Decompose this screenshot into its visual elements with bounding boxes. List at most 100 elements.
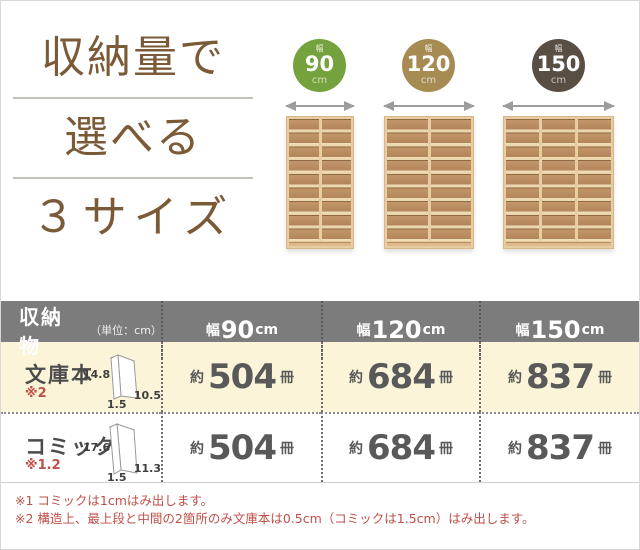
shelf-column xyxy=(542,119,575,241)
header-width-value: 90 xyxy=(220,316,255,344)
badge-width-label: 幅 xyxy=(315,44,324,53)
badge-unit: cm xyxy=(550,75,567,86)
shelf-column xyxy=(387,119,428,241)
header-unit-note: （単位：cm） xyxy=(90,324,162,337)
item-note: ※1.2 xyxy=(25,458,61,473)
table-row-comic: コミック ※1.2 17.6 11.3 1.5 約 xyxy=(1,412,639,484)
capacity-value: 684 xyxy=(367,357,436,397)
table-row-bunkobon: 文庫本 ※2 14.8 10.5 1.5 約 xyxy=(1,342,639,412)
shelf-base xyxy=(506,242,611,246)
capacity-cell-120: 約 684 冊 xyxy=(321,342,479,412)
dim-height: 17.6 xyxy=(83,441,111,454)
capacity-value: 684 xyxy=(367,428,436,468)
unit-label: 冊 xyxy=(279,441,294,457)
unit-label: 冊 xyxy=(438,441,453,457)
unit-label: 冊 xyxy=(597,370,612,386)
approx-label: 約 xyxy=(508,441,522,457)
book-diagram-comic: 17.6 11.3 1.5 xyxy=(83,417,161,484)
approx-label: 約 xyxy=(508,370,522,386)
headline-line-3: ３サイズ xyxy=(31,192,235,243)
item-label: コミック xyxy=(25,435,117,459)
capacity-table: 収納物 （単位：cm） 幅 90 cm 幅 120 cm 幅 150 cm 文庫 xyxy=(1,301,639,484)
shelf-column xyxy=(289,119,319,241)
size-badge-90: 幅 90 cm xyxy=(293,39,346,92)
header-cell-150: 幅 150 cm xyxy=(479,301,639,359)
approx-label: 約 xyxy=(349,441,363,457)
approx-label: 約 xyxy=(349,370,363,386)
table-header-row: 収納物 （単位：cm） 幅 90 cm 幅 120 cm 幅 150 cm xyxy=(1,301,639,359)
shelf-base xyxy=(289,242,351,246)
dim-height: 14.8 xyxy=(83,368,111,381)
header-cell-120: 幅 120 cm xyxy=(321,301,479,359)
header-width-value: 120 xyxy=(371,316,422,344)
shelf-columns xyxy=(387,119,471,241)
bookshelf-120-illustration xyxy=(384,116,474,249)
capacity-value: 504 xyxy=(208,357,277,397)
headline: 収納量で 選べる ３サイズ xyxy=(11,27,255,249)
footnotes: ※1 コミックは1cmはみ出します。 ※2 構造上、最上段と中間の2箇所のみ文庫… xyxy=(15,492,534,528)
item-label: 文庫本 xyxy=(25,363,94,387)
header-width-value: 150 xyxy=(530,316,581,344)
shelf-columns xyxy=(289,119,351,241)
header-cell-90: 幅 90 cm xyxy=(161,301,321,359)
size-badge-120: 幅 120 cm xyxy=(402,39,455,92)
dim-thickness: 1.5 xyxy=(107,398,127,411)
unit-label: 冊 xyxy=(438,370,453,386)
capacity-value: 837 xyxy=(526,428,595,468)
width-arrow-120 xyxy=(383,101,475,111)
item-cell-comic: コミック ※1.2 17.6 11.3 1.5 xyxy=(1,412,161,484)
badge-value: 120 xyxy=(406,52,451,76)
footnote-2: ※2 構造上、最上段と中間の2箇所のみ文庫本は0.5cm（コミックは1.5cm）… xyxy=(15,511,535,526)
shelf-column xyxy=(321,119,351,241)
capacity-cell-90: 約 504 冊 xyxy=(161,412,321,482)
book-diagram-bunkobon: 14.8 10.5 1.5 xyxy=(83,344,161,411)
approx-label: 約 xyxy=(190,370,204,386)
headline-divider xyxy=(13,97,253,99)
item-note: ※2 xyxy=(25,386,47,401)
approx-label: 約 xyxy=(190,441,204,457)
dim-thickness: 1.5 xyxy=(107,471,127,484)
bookshelf-150-illustration xyxy=(503,116,614,249)
capacity-value: 837 xyxy=(526,357,595,397)
header-width-unit: cm xyxy=(255,322,279,338)
shelf-base xyxy=(387,242,471,246)
badge-value: 150 xyxy=(536,52,581,76)
width-arrow-90 xyxy=(285,101,355,111)
shelf-column xyxy=(506,119,539,241)
dim-depth: 10.5 xyxy=(133,389,161,402)
shelf-columns xyxy=(506,119,611,241)
header-cell-item: 収納物 （単位：cm） xyxy=(1,301,162,359)
bookshelf-90-illustration xyxy=(286,116,354,249)
capacity-cell-90: 約 504 冊 xyxy=(161,342,321,412)
size-badge-150: 幅 150 cm xyxy=(532,39,585,92)
badge-unit: cm xyxy=(311,75,328,86)
item-cell-bunkobon: 文庫本 ※2 14.8 10.5 1.5 xyxy=(1,342,161,412)
badge-value: 90 xyxy=(304,52,335,76)
badge-unit: cm xyxy=(420,75,437,86)
headline-line-2: 選べる xyxy=(64,112,202,163)
dim-depth: 11.3 xyxy=(133,462,161,475)
book-shape xyxy=(109,354,138,400)
unit-label: 冊 xyxy=(597,441,612,457)
width-arrow-150 xyxy=(502,101,615,111)
badge-width-label: 幅 xyxy=(424,44,433,53)
header-width-prefix: 幅 xyxy=(205,323,220,339)
header-width-prefix: 幅 xyxy=(356,323,371,339)
headline-divider xyxy=(13,177,253,179)
header-item-label: 収納物 xyxy=(19,305,63,358)
badge-width-label: 幅 xyxy=(554,44,563,53)
capacity-value: 504 xyxy=(208,428,277,468)
header-width-prefix: 幅 xyxy=(515,323,530,339)
capacity-cell-150: 約 837 冊 xyxy=(479,342,639,412)
capacity-cell-150: 約 837 冊 xyxy=(479,412,639,482)
footnote-1: ※1 コミックは1cmはみ出します。 xyxy=(15,493,214,508)
headline-line-1: 収納量で xyxy=(41,32,225,83)
header-width-unit: cm xyxy=(581,322,605,338)
capacity-cell-120: 約 684 冊 xyxy=(321,412,479,482)
book-shape xyxy=(108,423,138,475)
header-width-unit: cm xyxy=(422,322,446,338)
shelf-column xyxy=(430,119,471,241)
shelf-column xyxy=(578,119,611,241)
unit-label: 冊 xyxy=(279,370,294,386)
